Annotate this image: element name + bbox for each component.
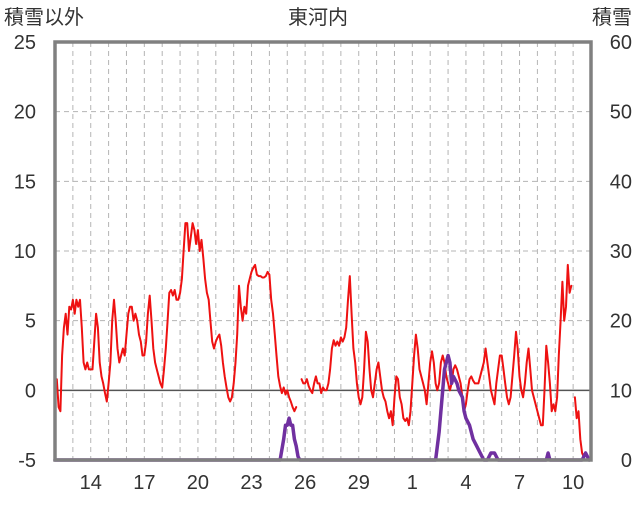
temperature-line: [300, 263, 573, 427]
right-tick-label: 10: [610, 380, 632, 402]
x-tick-label: 10: [562, 472, 584, 494]
left-tick-label: 5: [25, 311, 36, 333]
right-axis-label: 積雪: [592, 6, 632, 29]
left-tick-label: 25: [14, 32, 36, 54]
x-tick-label: 7: [514, 472, 525, 494]
right-tick-label: 20: [610, 311, 632, 333]
x-tick-label: 20: [187, 472, 209, 494]
left-tick-label: 15: [14, 171, 36, 193]
left-tick-label: 10: [14, 241, 36, 263]
right-tick-label: 40: [610, 171, 632, 193]
x-tick-label: 1: [407, 472, 418, 494]
x-tick-label: 23: [240, 472, 262, 494]
x-tick-label: 26: [294, 472, 316, 494]
x-tick-label: 17: [133, 472, 155, 494]
left-tick-label: -5: [18, 450, 36, 472]
x-tick-label: 4: [460, 472, 471, 494]
x-tick-label: 14: [80, 472, 102, 494]
temperature-line: [573, 396, 585, 459]
temperature-line: [55, 222, 298, 413]
right-tick-label: 30: [610, 241, 632, 263]
left-axis-label: 積雪以外: [4, 6, 84, 29]
left-tick-label: 0: [25, 380, 36, 402]
snow-depth-line: [53, 353, 591, 462]
plot-frame: [53, 40, 593, 462]
left-tick-label: 20: [14, 102, 36, 124]
frame-layer: [53, 40, 593, 462]
chart-title: 東河内: [288, 6, 348, 29]
right-tick-label: 60: [610, 32, 632, 54]
right-tick-label: 0: [621, 450, 632, 472]
series-layer: [53, 222, 591, 462]
right-tick-label: 50: [610, 102, 632, 124]
x-tick-label: 29: [348, 472, 370, 494]
